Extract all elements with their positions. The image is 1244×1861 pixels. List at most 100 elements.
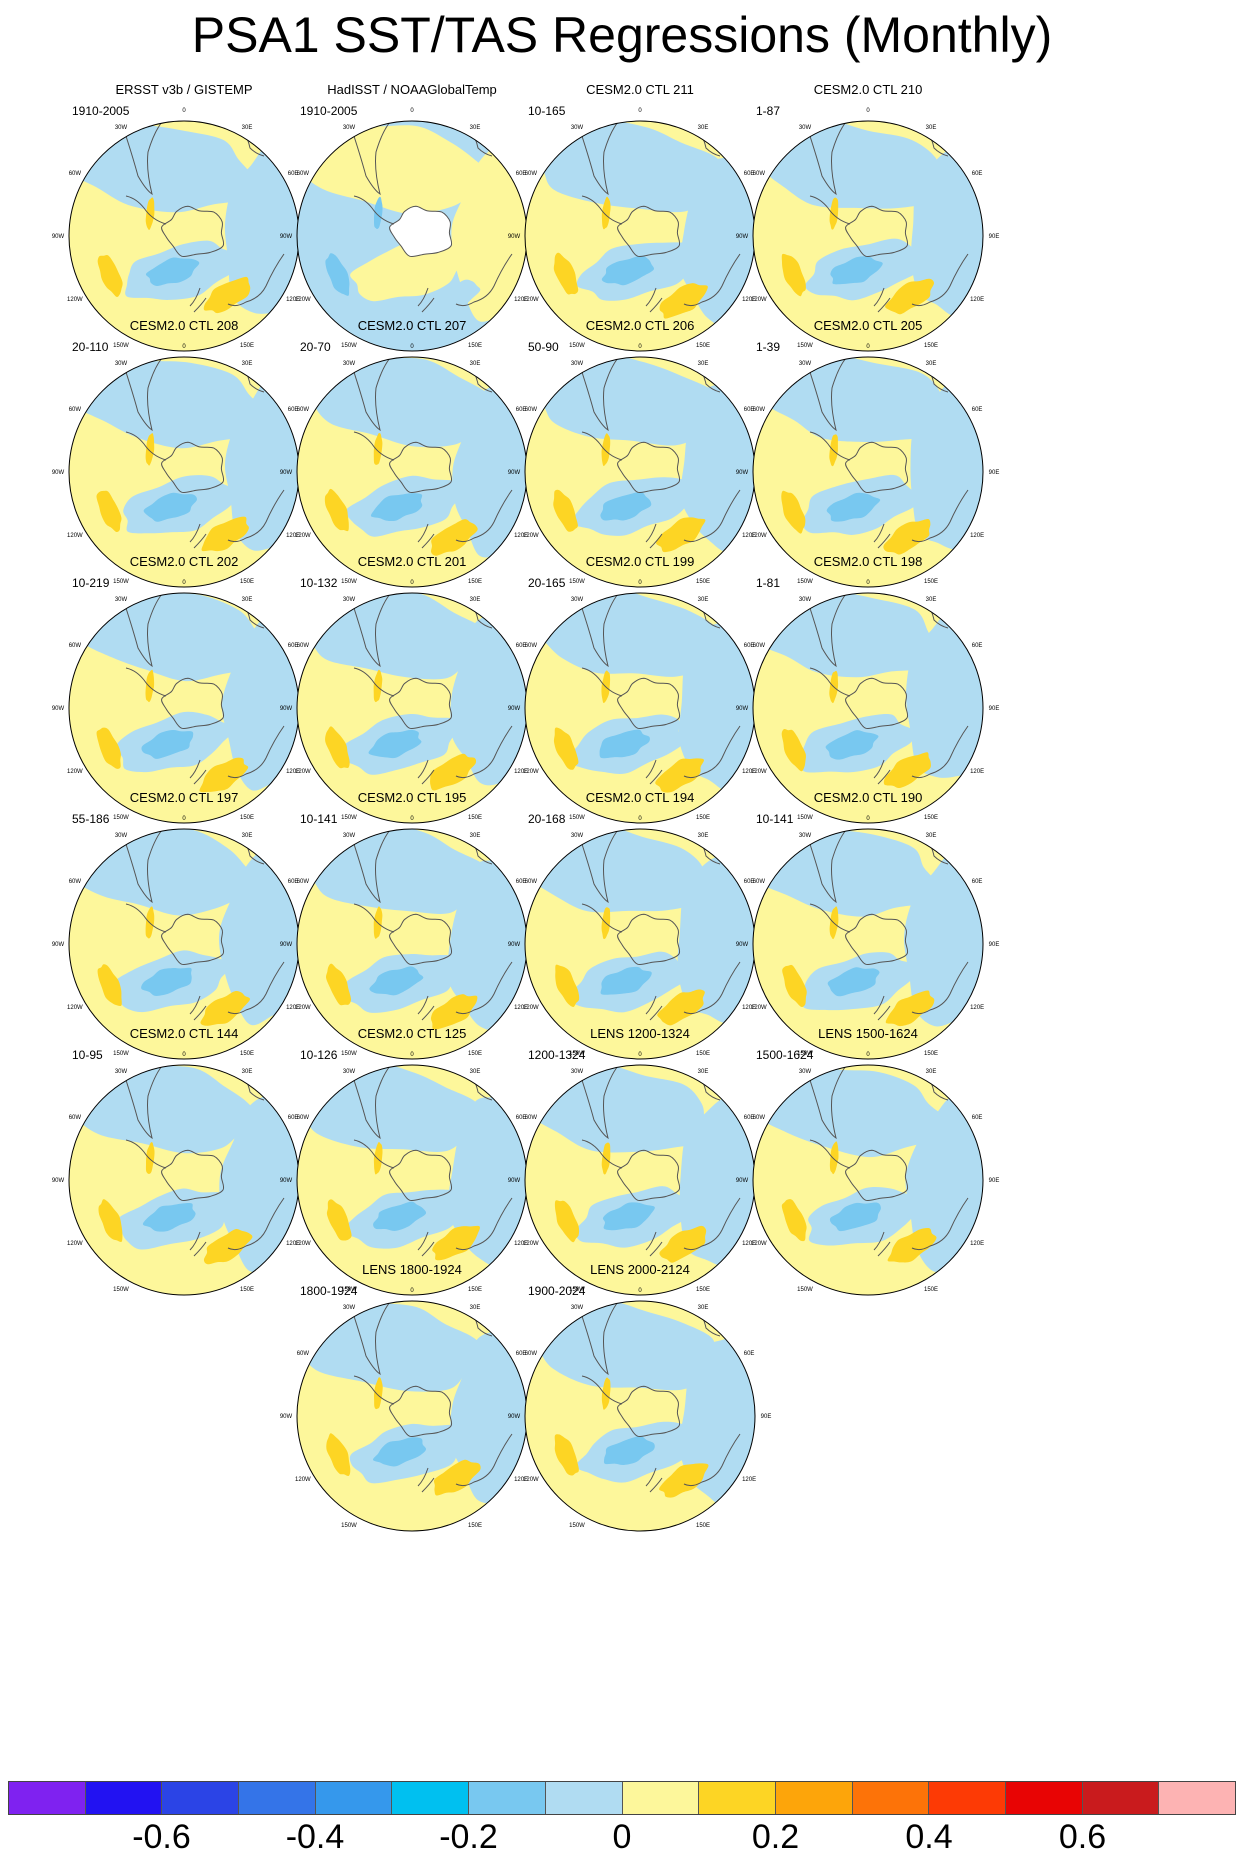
longitude-label: 60E [744, 407, 755, 413]
panel-year-range: 1-87 [756, 104, 781, 118]
longitude-label: 60E [972, 407, 983, 413]
map-panel: CESM2.0 CTL 19420-168030E60E90E120E150E1… [504, 790, 776, 1068]
longitude-label: 150W [797, 343, 813, 349]
longitude-label: 60W [297, 643, 310, 649]
longitude-label: 30W [343, 597, 356, 603]
colorbar-tick-label: -0.4 [285, 1818, 345, 1856]
longitude-label: 60W [297, 1115, 310, 1121]
longitude-label: 0 [638, 1288, 642, 1294]
panel-title: CESM2.0 CTL 205 [813, 318, 923, 333]
longitude-label: 150W [569, 1051, 585, 1057]
longitude-label: 30E [698, 833, 709, 839]
longitude-label: 0 [866, 816, 870, 822]
longitude-label: 120E [286, 769, 300, 775]
panel-year-range: 1910-2005 [300, 104, 358, 118]
polar-stereographic-map: 030E60E90E120E150E180150W120W90W60W30W [280, 344, 543, 588]
longitude-label: 150E [468, 343, 482, 349]
longitude-label: 60W [525, 171, 538, 177]
longitude-label: 30W [343, 361, 356, 367]
map-panel: CESM2.0 CTL 19920-165030E60E90E120E150E1… [504, 554, 776, 832]
panel-title: CESM2.0 CTL 190 [813, 790, 923, 805]
longitude-label: 150W [341, 1051, 357, 1057]
longitude-label: 150E [468, 1051, 482, 1057]
longitude-label: 30W [343, 833, 356, 839]
longitude-label: 90W [508, 470, 521, 476]
longitude-label: 150E [240, 579, 254, 585]
longitude-label: 120E [286, 1005, 300, 1011]
map-panel: HadISST / NOAAGlobalTemp 1910-2005 0 30E 60E… [276, 82, 548, 360]
longitude-label: 30E [242, 361, 253, 367]
polar-stereographic-map: 030E60E90E120E150E180150W120W90W60W30W [52, 108, 315, 352]
longitude-label: 150E [468, 1523, 482, 1529]
panel-title: CESM2.0 CTL 194 [585, 790, 695, 805]
longitude-label: 30E [242, 597, 253, 603]
longitude-label: 60E [516, 879, 527, 885]
panel-year-range: 10-95 [72, 1048, 103, 1062]
polar-stereographic-map: 030E60E90E120E150E180150W120W90W60W30W [280, 1052, 543, 1296]
longitude-label: 0 [866, 1052, 870, 1058]
longitude-label: 150E [924, 1287, 938, 1293]
longitude-label: 60E [744, 171, 755, 177]
longitude-label: 30E [926, 361, 937, 367]
longitude-label: 30E [470, 1305, 481, 1311]
longitude-label: 150E [468, 579, 482, 585]
longitude-label: 120W [67, 297, 83, 303]
longitude-label: 0 [638, 108, 642, 114]
longitude-label: 150W [797, 1051, 813, 1057]
longitude-label: 0 [866, 108, 870, 114]
longitude-label: 150W [569, 1287, 585, 1293]
longitude-label: 90W [280, 1178, 293, 1184]
polar-stereographic-map: 030E60E90E120E150E180150W120W90W60W30W [736, 108, 1000, 352]
longitude-label: 120W [751, 769, 767, 775]
longitude-label: 150W [113, 815, 129, 821]
longitude-label: 30E [470, 1069, 481, 1075]
panel-title: LENS 1500-1624 [818, 1026, 918, 1041]
longitude-label: 0 [182, 108, 186, 114]
panel-title: CESM2.0 CTL 206 [585, 318, 695, 333]
longitude-label: 120W [751, 1241, 767, 1247]
panel-title: CESM2.0 CTL 125 [357, 1026, 467, 1041]
panel-year-range: 10-126 [300, 1048, 338, 1062]
longitude-label: 120E [514, 1477, 528, 1483]
longitude-label: 30E [698, 1069, 709, 1075]
colorbar-swatch [699, 1782, 776, 1814]
longitude-label: 0 [638, 1052, 642, 1058]
longitude-label: 120W [67, 769, 83, 775]
longitude-label: 90W [52, 1178, 65, 1184]
longitude-label: 120W [523, 297, 539, 303]
longitude-label: 150W [341, 815, 357, 821]
panel-title: CESM2.0 CTL 202 [129, 554, 239, 569]
longitude-label: 150W [797, 579, 813, 585]
longitude-label: 120W [523, 1005, 539, 1011]
longitude-label: 90W [52, 706, 65, 712]
longitude-label: 30E [926, 833, 937, 839]
longitude-label: 150E [240, 1287, 254, 1293]
longitude-label: 150W [113, 579, 129, 585]
polar-stereographic-map: 030E60E90E120E150E180150W120W90W60W30W [736, 1052, 999, 1296]
longitude-label: 30E [926, 125, 937, 131]
longitude-label: 150E [468, 815, 482, 821]
longitude-label: 30E [698, 597, 709, 603]
colorbar-tick-label: 0 [612, 1818, 632, 1856]
map-panel: CESM2.0 CTL 14410-95030E60E90E120E150E18… [48, 1026, 320, 1304]
map-panel: CESM2.0 CTL 19510-141030E60E90E120E150E1… [276, 790, 548, 1068]
longitude-label: 90W [736, 942, 749, 948]
longitude-label: 30W [571, 597, 584, 603]
panel-title: CESM2.0 CTL 198 [813, 554, 923, 569]
longitude-label: 60E [516, 407, 527, 413]
longitude-label: 30W [115, 361, 128, 367]
longitude-label: 0 [410, 580, 414, 586]
longitude-label: 150W [797, 815, 813, 821]
longitude-label: 120E [286, 297, 300, 303]
longitude-label: 120E [514, 297, 528, 303]
longitude-label: 90E [989, 234, 1000, 240]
panel-title: LENS 1800-1924 [362, 1262, 462, 1277]
longitude-label: 120E [970, 1005, 984, 1011]
longitude-label: 90W [280, 942, 293, 948]
polar-stereographic-map: 030E60E90E120E150E180150W120W90W60W30W [280, 108, 543, 352]
longitude-label: 150W [569, 1523, 585, 1529]
longitude-label: 60E [744, 1115, 755, 1121]
longitude-label: 90W [280, 706, 293, 712]
longitude-label: 30W [115, 833, 128, 839]
longitude-label: 150W [341, 1287, 357, 1293]
